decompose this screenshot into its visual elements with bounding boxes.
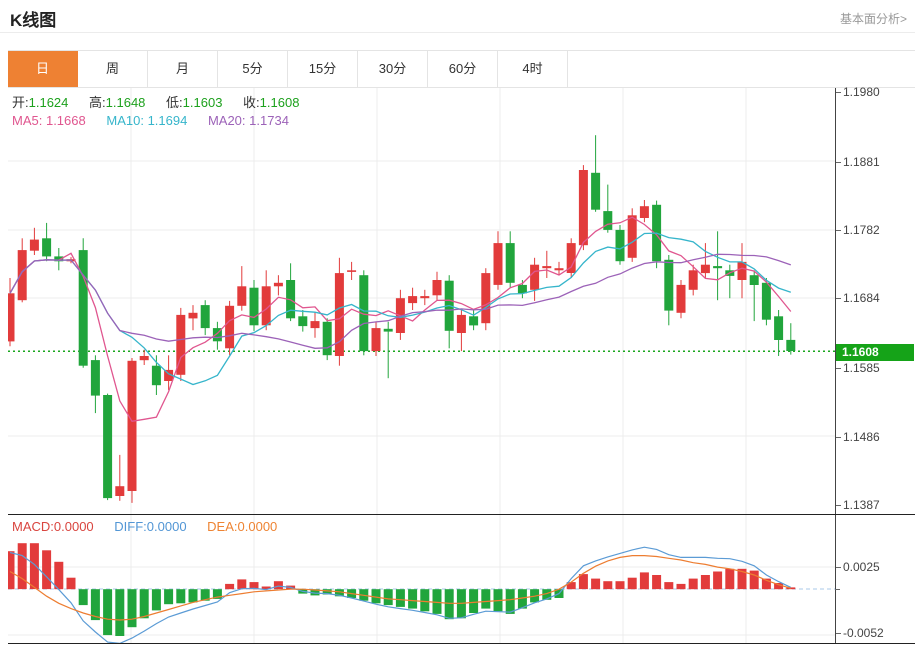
dea-label: DEA: [207, 519, 238, 534]
ohlc-legend: 开:1.1624 高:1.1648 低:1.1603 收:1.1608 [12, 92, 316, 111]
current-price-badge: 1.1608 [836, 344, 914, 361]
ma5-label: MA5: [12, 113, 43, 128]
tab-4hour[interactable]: 4时 [498, 51, 568, 87]
open-label: 开: [12, 95, 29, 110]
page-header: K线图 基本面分析> [0, 0, 915, 33]
fundamental-analysis-link[interactable]: 基本面分析> [839, 12, 907, 26]
price-axis-line [835, 88, 836, 643]
diff-value: 0.0000 [146, 519, 187, 534]
high-value: 1.1648 [105, 95, 146, 110]
macd-zero-tick [835, 589, 840, 590]
low-value: 1.1603 [182, 95, 223, 110]
price-tick: 1.1684 [836, 291, 880, 305]
macd-label: MACD: [12, 519, 54, 534]
close-value: 1.1608 [259, 95, 300, 110]
macd-legend: MACD:0.0000 DIFF:0.0000 DEA:0.0000 [12, 519, 294, 534]
macd-tick: 0.0025 [836, 560, 880, 574]
price-tick: 1.1387 [836, 498, 880, 512]
tab-day[interactable]: 日 [8, 51, 78, 87]
tab-60min[interactable]: 60分 [428, 51, 498, 87]
tab-5min[interactable]: 5分 [218, 51, 288, 87]
tab-15min[interactable]: 15分 [288, 51, 358, 87]
price-tick: 1.1585 [836, 361, 880, 375]
ma10-label: MA10: [106, 113, 144, 128]
open-value: 1.1624 [28, 95, 69, 110]
diff-label: DIFF: [114, 519, 147, 534]
macd-tick: -0.0052 [836, 626, 884, 640]
ma-legend: MA5: 1.1668 MA10: 1.1694 MA20: 1.1734 [12, 113, 306, 128]
tab-30min[interactable]: 30分 [358, 51, 428, 87]
high-label: 高: [89, 95, 106, 110]
tab-month[interactable]: 月 [148, 51, 218, 87]
macd-chart[interactable] [8, 515, 835, 643]
ma20-value: 1.1734 [249, 113, 289, 128]
candlestick-chart[interactable] [8, 88, 835, 515]
low-label: 低: [166, 95, 183, 110]
price-tick: 1.1486 [836, 430, 880, 444]
price-tick: 1.1980 [836, 85, 880, 99]
chart-bottom-line [8, 643, 915, 644]
price-tick: 1.1782 [836, 223, 880, 237]
macd-value: 0.0000 [53, 519, 94, 534]
dea-value: 0.0000 [237, 519, 278, 534]
ma10-value: 1.1694 [147, 113, 188, 128]
period-tab-bar: 日 周 月 5分 15分 30分 60分 4时 [8, 50, 915, 88]
ma20-label: MA20: [207, 113, 246, 128]
tab-week[interactable]: 周 [78, 51, 148, 87]
ma5-value: 1.1668 [45, 113, 86, 128]
price-tick: 1.1881 [836, 155, 880, 169]
close-label: 收: [243, 95, 260, 110]
panel-divider-line [8, 514, 915, 515]
page-title: K线图 [10, 11, 57, 30]
